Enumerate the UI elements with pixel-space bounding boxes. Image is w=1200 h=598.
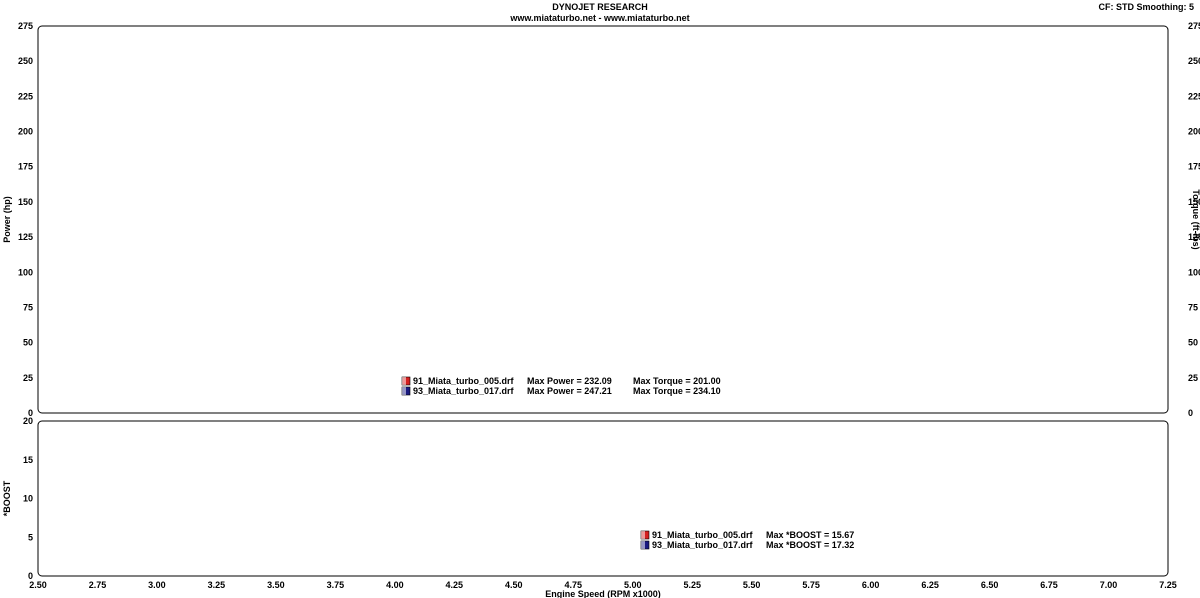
x-tick-label: 4.25	[446, 580, 464, 590]
y-tick-label: 0	[28, 408, 33, 418]
x-tick-label: 2.75	[89, 580, 107, 590]
legend-swatch-shade	[641, 531, 645, 539]
y2-tick-label: 200	[1188, 127, 1200, 137]
chart-title: DYNOJET RESEARCH	[552, 2, 648, 12]
y-tick-label: 250	[18, 56, 33, 66]
y-tick-label: 15	[23, 455, 33, 465]
x-tick-label: 4.00	[386, 580, 404, 590]
y-tick-label: 25	[23, 373, 33, 383]
x-tick-label: 5.50	[743, 580, 761, 590]
legend-entry-file: 91_Miata_turbo_005.drf	[413, 376, 515, 386]
plot-frame	[37, 25, 1169, 414]
chart-subtitle: www.miataturbo.net - www.miataturbo.net	[510, 13, 690, 23]
y2-tick-label: 75	[1188, 302, 1198, 312]
x-tick-label: 7.00	[1100, 580, 1118, 590]
x-tick-label: 3.75	[327, 580, 345, 590]
y-tick-label: 150	[18, 197, 33, 207]
legend-entry-file: 91_Miata_turbo_005.drf	[652, 530, 754, 540]
plot-frame	[37, 420, 1169, 577]
y2-tick-label: 100	[1188, 267, 1200, 277]
boost-axes: 0 5 10 15 20 2.50 2.75 3.00 3.25 3.50 3.75 4.00 4.25…	[2, 416, 1177, 598]
x-tick-label: 6.00	[862, 580, 880, 590]
x-tick-label: 4.75	[564, 580, 582, 590]
y-tick-label: 50	[23, 338, 33, 348]
x-tick-label: 6.50	[981, 580, 999, 590]
y-tick-label: 10	[23, 494, 33, 504]
legend-swatch-shade	[641, 541, 645, 549]
y2-tick-label: 275	[1188, 21, 1200, 31]
legend-entry-boost: Max *BOOST = 17.32	[766, 540, 854, 550]
y2-tick-label: 225	[1188, 91, 1200, 101]
y-tick-label: 225	[18, 91, 33, 101]
boost-axis-label: *BOOST	[2, 480, 12, 516]
x-tick-label: 3.25	[208, 580, 226, 590]
x-tick-label: 4.50	[505, 580, 523, 590]
y-tick-label: 100	[18, 267, 33, 277]
x-tick-label: 7.25	[1159, 580, 1177, 590]
legend-entry-file: 93_Miata_turbo_017.drf	[652, 540, 754, 550]
legends: 91_Miata_turbo_005.drf Max Power = 232.09…	[401, 376, 854, 550]
y-tick-label: 0	[28, 571, 33, 581]
y2-tick-label: 250	[1188, 56, 1200, 66]
y-tick-label: 5	[28, 532, 33, 542]
x-tick-label: 3.50	[267, 580, 285, 590]
x-tick-label: 2.50	[29, 580, 47, 590]
y-tick-label: 125	[18, 232, 33, 242]
y2-tick-label: 175	[1188, 162, 1200, 172]
y-tick-label: 75	[23, 302, 33, 312]
x-tick-label: 5.75	[802, 580, 820, 590]
x-tick-label: 6.75	[1040, 580, 1058, 590]
y2-tick-label: 125	[1188, 232, 1200, 242]
y-tick-label: 175	[18, 162, 33, 172]
legend-entry-file: 93_Miata_turbo_017.drf	[413, 386, 515, 396]
power-axes: 0 0 25 25 50 50 75 75 100 100 125 125 150 150 175 175 20…	[2, 21, 1200, 418]
y2-tick-label: 150	[1188, 197, 1200, 207]
legend-entry-torque: Max Torque = 234.10	[633, 386, 721, 396]
legend-entry-torque: Max Torque = 201.00	[633, 376, 721, 386]
settings-label: CF: STD Smoothing: 5	[1098, 2, 1195, 12]
x-axis-label: Engine Speed (RPM x1000)	[545, 589, 661, 598]
y2-tick-label: 0	[1188, 408, 1193, 418]
legend-entry-boost: Max *BOOST = 15.67	[766, 530, 854, 540]
y-tick-label: 200	[18, 127, 33, 137]
x-tick-label: 3.00	[148, 580, 166, 590]
legend-entry-power: Max Power = 247.21	[527, 386, 612, 396]
y2-axis-label: Torque (ft-lbs)	[1191, 189, 1200, 249]
legend-swatch-shade	[402, 387, 406, 395]
x-tick-label: 5.00	[624, 580, 642, 590]
y-tick-label: 275	[18, 21, 33, 31]
y2-tick-label: 25	[1188, 373, 1198, 383]
legend-swatch-shade	[402, 377, 406, 385]
x-tick-label: 5.25	[683, 580, 701, 590]
legend-entry-power: Max Power = 232.09	[527, 376, 612, 386]
y2-tick-label: 50	[1188, 338, 1198, 348]
y-tick-label: 20	[23, 416, 33, 426]
y-axis-label: Power (hp)	[2, 196, 12, 243]
x-tick-label: 6.25	[921, 580, 939, 590]
